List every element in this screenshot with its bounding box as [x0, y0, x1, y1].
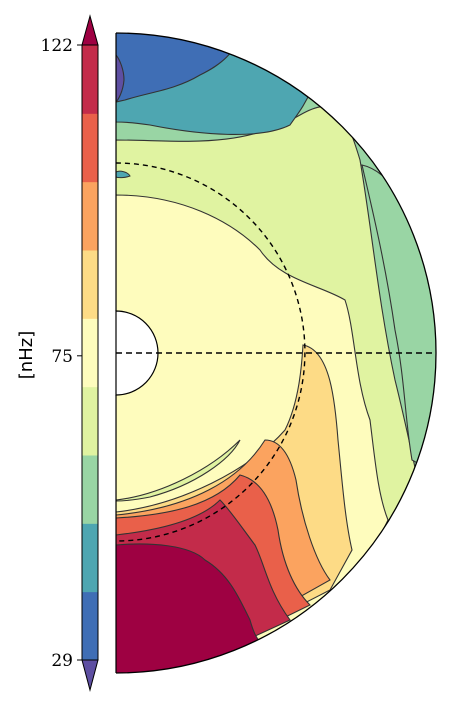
colorbar-ticks: 122 75 29	[41, 36, 82, 671]
colorbar-band	[82, 523, 98, 593]
colorbar-band	[82, 591, 98, 661]
surface-outline	[115, 32, 437, 674]
colorbar-band	[82, 45, 98, 114]
colorbar-tick-label: 75	[51, 347, 73, 367]
colorbar-bands	[82, 45, 98, 661]
tachocline-circle	[115, 162, 306, 542]
colorbar-tick-label: 122	[41, 36, 73, 56]
contour-region-violet	[116, 53, 125, 104]
map-overlays	[115, 32, 437, 674]
colorbar-band	[82, 250, 98, 319]
colorbar-outline	[81, 44, 99, 661]
colorbar-band	[82, 455, 98, 524]
rotation-map	[116, 33, 436, 673]
colorbar-bottom-extension	[81, 659, 99, 692]
colorbar: 122 75 29 [nHz]	[16, 14, 99, 692]
colorbar-tick-label: 29	[51, 651, 73, 671]
colorbar-band	[82, 386, 98, 456]
contour-region-inner-green-lobe	[116, 439, 241, 502]
colorbar-top-extension	[81, 14, 99, 46]
colorbar-band	[82, 181, 98, 251]
colorbar-band	[82, 318, 98, 388]
contour-region-teal-sliver	[116, 170, 131, 179]
colorbar-unit-label: [nHz]	[16, 331, 37, 379]
colorbar-band	[82, 113, 98, 183]
